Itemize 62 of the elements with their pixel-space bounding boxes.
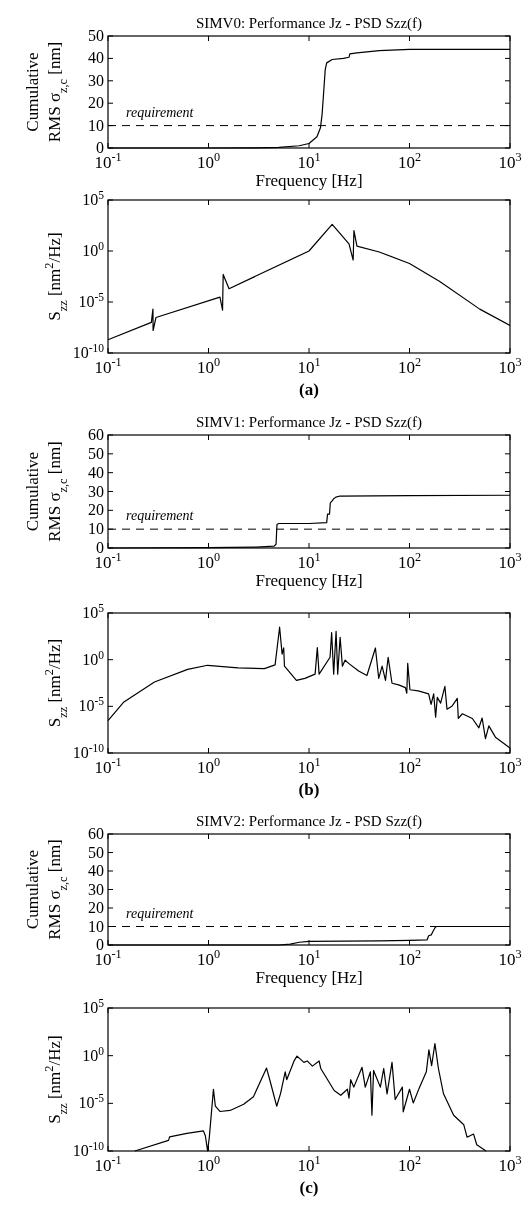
x-tick-label: 10$^{0}$ bbox=[196, 755, 221, 777]
x-tick-label: 10$^{3}$ bbox=[498, 150, 522, 172]
y-tick-label: 50 bbox=[88, 27, 104, 44]
y-tick-label: 60 bbox=[88, 426, 104, 443]
y-tick-label: 40 bbox=[88, 862, 104, 879]
x-tick-label: 10$^{1}$ bbox=[297, 355, 321, 377]
x-tick-label: 10$^{0}$ bbox=[196, 550, 221, 572]
x-tick-label: 10$^{3}$ bbox=[498, 947, 522, 969]
y-tick-label: 40 bbox=[88, 463, 104, 481]
y-tick-label: 50 bbox=[88, 444, 104, 462]
y-tick-label: 50 bbox=[88, 843, 104, 861]
x-axis-title: Frequency [Hz] bbox=[255, 968, 363, 987]
x-tick-label: 10$^{2}$ bbox=[397, 947, 422, 969]
y-tick-label: 10$^{5}$ bbox=[82, 189, 105, 208]
x-tick-label: 10$^{0}$ bbox=[196, 1153, 221, 1175]
y-tick-label: 10$^{-5}$ bbox=[78, 291, 105, 310]
y-tick-label: 10$^{0}$ bbox=[82, 240, 105, 259]
x-tick-label: 10$^{1}$ bbox=[297, 947, 321, 969]
y-tick-label: 10$^{0}$ bbox=[82, 1044, 105, 1064]
x-tick-label: 10$^{1}$ bbox=[297, 1153, 321, 1175]
x-tick-label: 10$^{2}$ bbox=[397, 1153, 422, 1175]
x-tick-label: 10$^{2}$ bbox=[397, 355, 422, 377]
x-tick-label: 10$^{3}$ bbox=[498, 355, 522, 377]
y-tick-label: 10$^{5}$ bbox=[82, 602, 105, 621]
x-tick-label: 10$^{1}$ bbox=[297, 550, 321, 572]
y-tick-label: 20 bbox=[88, 501, 104, 519]
x-tick-label: 10$^{3}$ bbox=[498, 1153, 522, 1175]
y-tick-label: 30 bbox=[88, 880, 104, 898]
text: (c) bbox=[299, 1178, 319, 1197]
x-tick-label: 10$^{2}$ bbox=[397, 150, 422, 172]
x-axis-title: Frequency [Hz] bbox=[255, 171, 363, 190]
text: (b) bbox=[298, 780, 320, 799]
x-tick-label: 10$^{0}$ bbox=[196, 947, 221, 969]
x-tick-label: 10$^{2}$ bbox=[397, 755, 422, 777]
y-tick-label: 40 bbox=[88, 49, 104, 67]
x-tick-label: 10$^{0}$ bbox=[196, 355, 221, 377]
text: (a) bbox=[299, 380, 319, 399]
x-tick-label: 10$^{3}$ bbox=[498, 755, 522, 777]
chart-title: SIMV1: Performance Jz - PSD Szz(f) bbox=[195, 414, 423, 431]
y-tick-label: 20 bbox=[88, 899, 104, 916]
y-tick-label: 10$^{-5}$ bbox=[78, 1092, 105, 1112]
y-tick-label: 30 bbox=[88, 482, 104, 500]
y-tick-label: 20 bbox=[88, 94, 104, 112]
ref-line-label: requirement bbox=[126, 104, 195, 120]
y-tick-label: 10 bbox=[88, 520, 104, 538]
y-tick-label: 10$^{0}$ bbox=[82, 648, 105, 668]
y-tick-label: 10 bbox=[88, 116, 104, 134]
chart-title: SIMV0: Performance Jz - PSD Szz(f) bbox=[195, 15, 423, 32]
y-tick-label: 30 bbox=[88, 71, 104, 89]
y-tick-label: 10$^{-5}$ bbox=[78, 695, 105, 715]
chart-title: SIMV2: Performance Jz - PSD Szz(f) bbox=[195, 813, 423, 830]
y-tick-label: 60 bbox=[88, 825, 104, 842]
x-tick-label: 10$^{0}$ bbox=[196, 150, 221, 172]
x-tick-label: 10$^{1}$ bbox=[297, 150, 321, 172]
x-axis-title: Frequency [Hz] bbox=[255, 571, 363, 590]
x-tick-label: 10$^{2}$ bbox=[397, 550, 422, 572]
x-tick-label: 10$^{1}$ bbox=[297, 755, 321, 777]
x-tick-label: 10$^{3}$ bbox=[498, 550, 522, 572]
ref-line-label: requirement bbox=[126, 905, 195, 921]
ref-line-label: requirement bbox=[126, 508, 195, 524]
y-tick-label: 10$^{5}$ bbox=[82, 997, 105, 1016]
y-tick-label: 10 bbox=[88, 917, 104, 935]
